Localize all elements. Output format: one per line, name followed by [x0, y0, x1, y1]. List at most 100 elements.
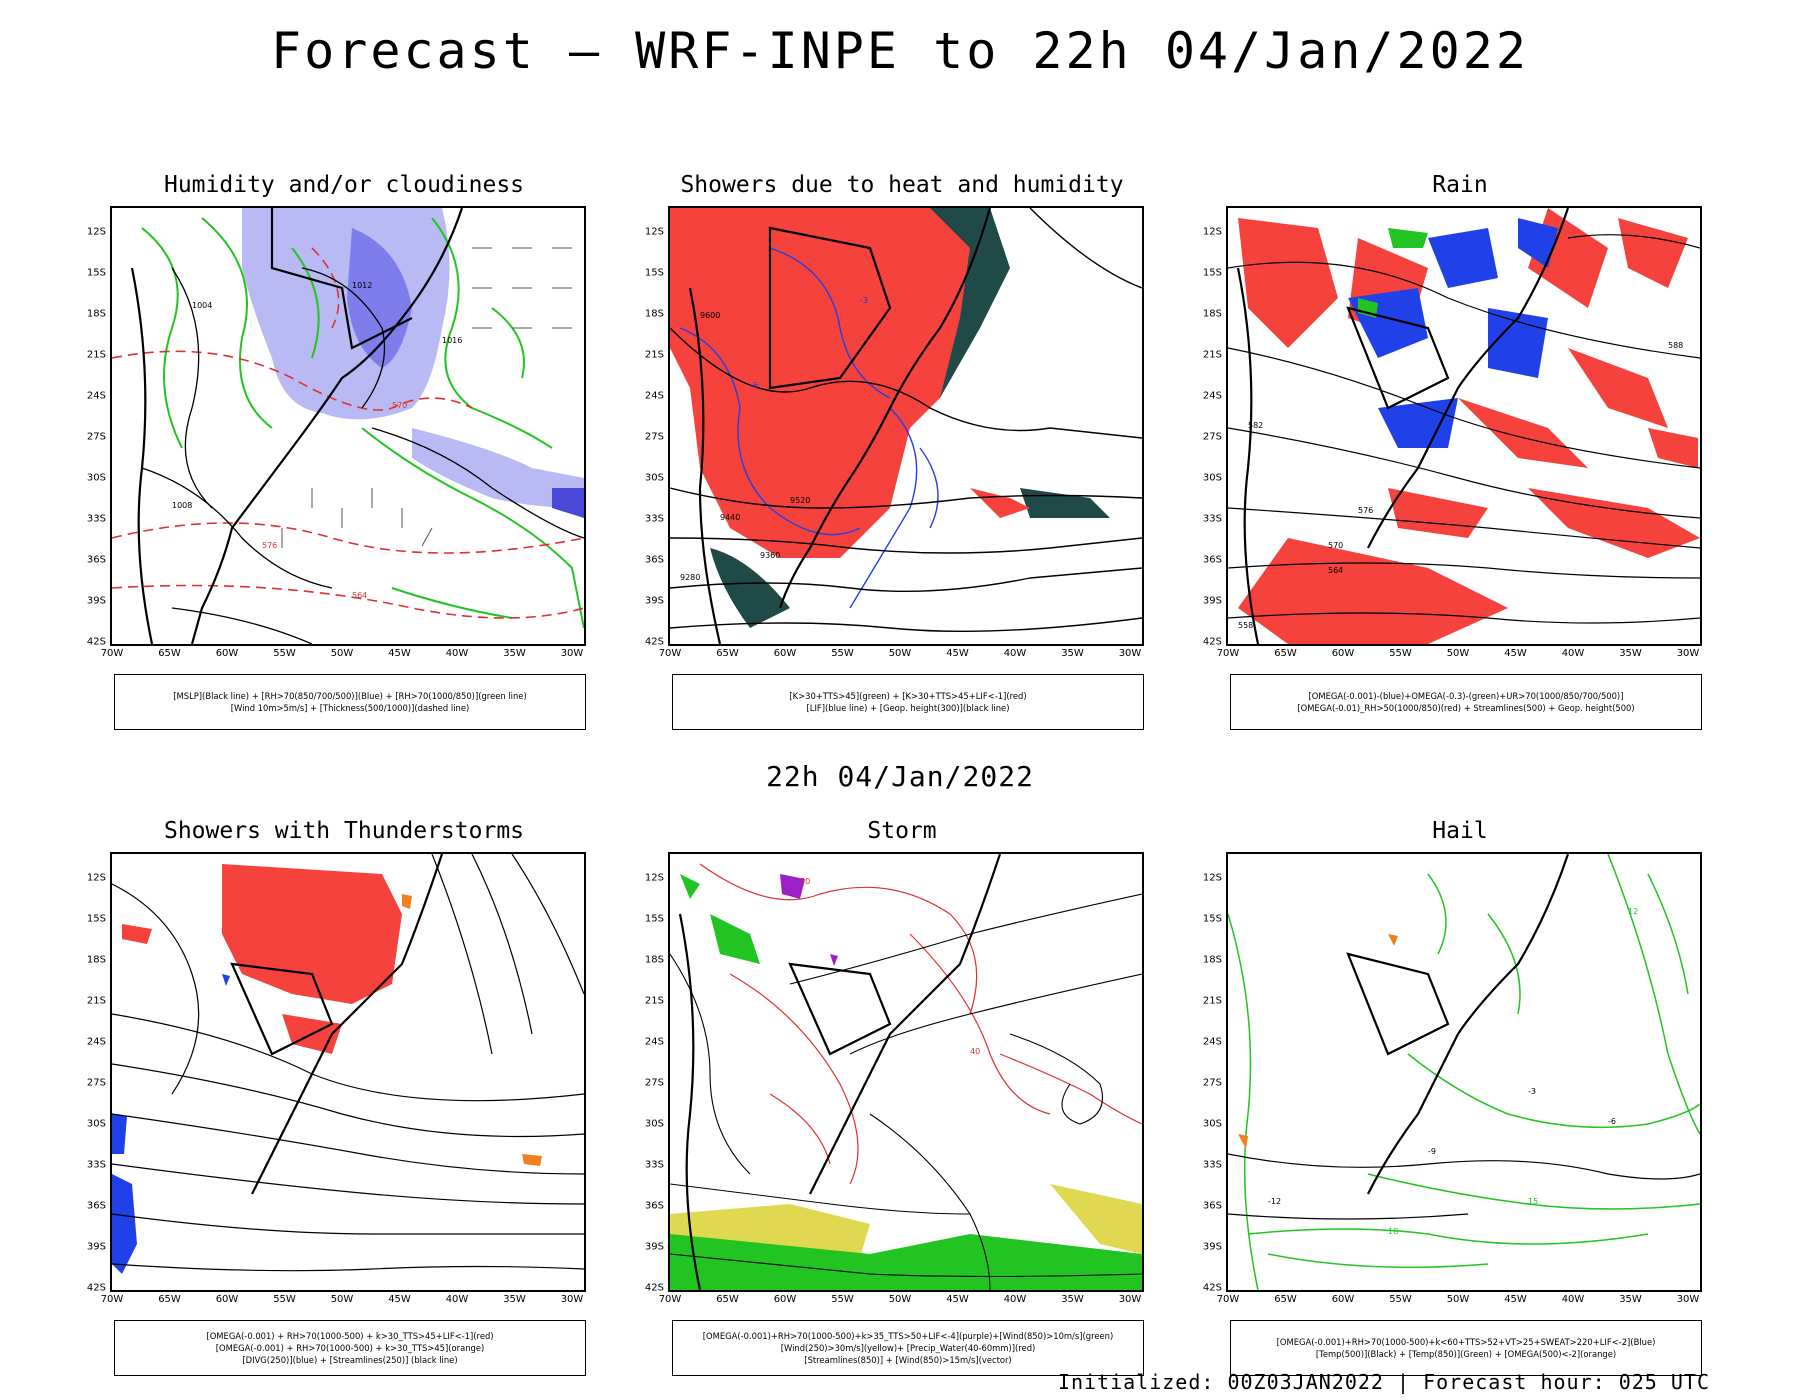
svg-text:570: 570: [1328, 541, 1343, 550]
red-cells: [122, 864, 402, 1054]
purple-cells: [780, 874, 838, 966]
omega500-orange: [1238, 934, 1398, 1149]
lat-tick-label: 24S: [644, 1036, 664, 1048]
map-rain: 588 582 576 570 564 558: [1226, 206, 1702, 646]
contour-labels: -3 -6 -9 -12 12 15 18: [1268, 907, 1638, 1236]
lon-tick-label: 70W: [1216, 648, 1240, 659]
precip-water-red: [699, 863, 1142, 1185]
subtitle-datetime: 22h 04/Jan/2022: [766, 760, 1034, 793]
thickness-dashed: [112, 247, 584, 619]
streamlines-250: [112, 854, 584, 1272]
lon-tick-label: 40W: [1003, 648, 1027, 659]
svg-text:-12: -12: [1268, 1197, 1281, 1206]
coastline: [1236, 208, 1570, 644]
svg-text:9280: 9280: [680, 573, 700, 582]
contour-labels: 9600 9520 9440 9360 9280 -6 -3: [680, 296, 868, 582]
panel-title: Showers due to heat and humidity: [680, 172, 1124, 198]
lat-tick-label: 24S: [86, 390, 106, 402]
lat-tick-label: 27S: [86, 431, 106, 443]
panel-legend: [OMEGA(-0.001)+RH>70(1000-500)+k>35_TTS>…: [672, 1320, 1144, 1376]
svg-text:564: 564: [1328, 566, 1343, 575]
lat-tick-label: 12S: [644, 872, 664, 884]
lon-tick-label: 60W: [215, 1294, 239, 1305]
streamlines-500: [1228, 234, 1700, 624]
svg-text:588: 588: [1668, 341, 1683, 350]
lon-tick-label: 50W: [888, 648, 912, 659]
lon-tick-label: 35W: [503, 1294, 526, 1305]
main-title: Forecast — WRF-INPE to 22h 04/Jan/2022: [271, 22, 1529, 80]
panel-legend: [OMEGA(-0.001)-(blue)+OMEGA(-0.3)-(green…: [1230, 674, 1702, 730]
panel-rain: Rain 12S 15S 18S 21S 24S 27S 30S 33S 36S 39S 42S: [1180, 172, 1740, 742]
svg-text:576: 576: [262, 541, 277, 550]
lon-tick-label: 70W: [100, 648, 124, 659]
lon-tick-label: 60W: [1331, 648, 1355, 659]
panel-legend: [MSLP](Black line) + [RH>70(850/700/500)…: [114, 674, 586, 730]
lat-tick-label: 12S: [86, 872, 106, 884]
lat-tick-label: 18S: [1202, 308, 1222, 320]
map-humidity: 1004 1008 1012 1016 570 576 564: [110, 206, 586, 646]
lon-tick-label: 60W: [1331, 1294, 1355, 1305]
panel-title: Showers with Thunderstorms: [163, 818, 525, 844]
lon-tick-label: 65W: [158, 648, 181, 659]
lon-axis: 70W 65W 60W 55W 50W 45W 40W 35W 30W: [101, 648, 586, 662]
panel-legend: [OMEGA(-0.001)+RH>70(1000-500)+k<60+TTS>…: [1230, 1320, 1702, 1376]
lon-axis: 70W 65W 60W 55W 50W 45W 40W 35W 30W: [659, 648, 1144, 662]
lat-tick-label: 18S: [644, 308, 664, 320]
svg-text:9360: 9360: [760, 551, 780, 560]
lon-tick-label: 35W: [503, 648, 526, 659]
lon-tick-label: 55W: [831, 648, 854, 659]
lon-axis: 70W 65W 60W 55W 50W 45W 40W 35W 30W: [1217, 1294, 1702, 1308]
lon-tick-label: 50W: [1446, 1294, 1470, 1305]
lon-tick-label: 30W: [1676, 648, 1700, 659]
lat-tick-label: 42S: [86, 636, 106, 648]
svg-text:9520: 9520: [790, 496, 810, 505]
lat-tick-label: 21S: [1202, 995, 1222, 1007]
lat-tick-label: 42S: [1202, 1282, 1222, 1294]
lat-tick-label: 30S: [86, 1118, 106, 1130]
lat-tick-label: 18S: [86, 308, 106, 320]
svg-text:576: 576: [1358, 506, 1373, 515]
lat-tick-label: 39S: [644, 595, 664, 607]
panel-legend: [OMEGA(-0.001) + RH>70(1000-500) + k>30_…: [114, 1320, 586, 1376]
lon-tick-label: 35W: [1619, 1294, 1642, 1305]
lat-tick-label: 24S: [1202, 1036, 1222, 1048]
lat-tick-label: 21S: [644, 349, 664, 361]
lat-tick-label: 18S: [1202, 954, 1222, 966]
lat-tick-label: 21S: [86, 349, 106, 361]
lon-tick-label: 50W: [330, 1294, 354, 1305]
lat-tick-label: 21S: [1202, 349, 1222, 361]
lon-tick-label: 55W: [273, 1294, 296, 1305]
lat-tick-label: 39S: [86, 595, 106, 607]
lon-tick-label: 60W: [773, 1294, 797, 1305]
lat-tick-label: 33S: [1202, 513, 1222, 525]
lon-tick-label: 30W: [560, 1294, 584, 1305]
lat-tick-label: 42S: [1202, 636, 1222, 648]
lon-tick-label: 40W: [1561, 648, 1585, 659]
panel-title: Humidity and/or cloudiness: [163, 172, 525, 198]
svg-text:1016: 1016: [442, 336, 462, 345]
svg-text:9600: 9600: [700, 311, 720, 320]
svg-text:564: 564: [352, 591, 367, 600]
lat-axis: 12S 15S 18S 21S 24S 27S 30S 33S 36S 39S 42S: [64, 206, 110, 648]
map-hail: -3 -6 -9 -12 12 15 18: [1226, 852, 1702, 1292]
lon-axis: 70W 65W 60W 55W 50W 45W 40W 35W 30W: [1217, 648, 1702, 662]
lat-axis: 12S 15S 18S 21S 24S 27S 30S 33S 36S 39S 42S: [64, 852, 110, 1294]
lon-axis: 70W 65W 60W 55W 50W 45W 40W 35W 30W: [659, 1294, 1144, 1308]
lon-tick-label: 65W: [1274, 1294, 1297, 1305]
map-thunderstorms: [110, 852, 586, 1292]
lon-tick-label: 60W: [215, 648, 239, 659]
svg-text:1012: 1012: [352, 281, 372, 290]
lat-tick-label: 33S: [86, 513, 106, 525]
lat-tick-label: 15S: [1202, 913, 1222, 925]
lat-tick-label: 15S: [644, 267, 664, 279]
lon-tick-label: 55W: [831, 1294, 854, 1305]
lat-tick-label: 36S: [86, 554, 106, 566]
lon-tick-label: 45W: [1504, 648, 1527, 659]
lat-tick-label: 30S: [1202, 472, 1222, 484]
lat-tick-label: 30S: [644, 1118, 664, 1130]
lon-tick-label: 60W: [773, 648, 797, 659]
lon-tick-label: 45W: [946, 648, 969, 659]
map-storm: 40 50: [668, 852, 1144, 1292]
lat-tick-label: 30S: [644, 472, 664, 484]
lon-tick-label: 65W: [716, 1294, 739, 1305]
